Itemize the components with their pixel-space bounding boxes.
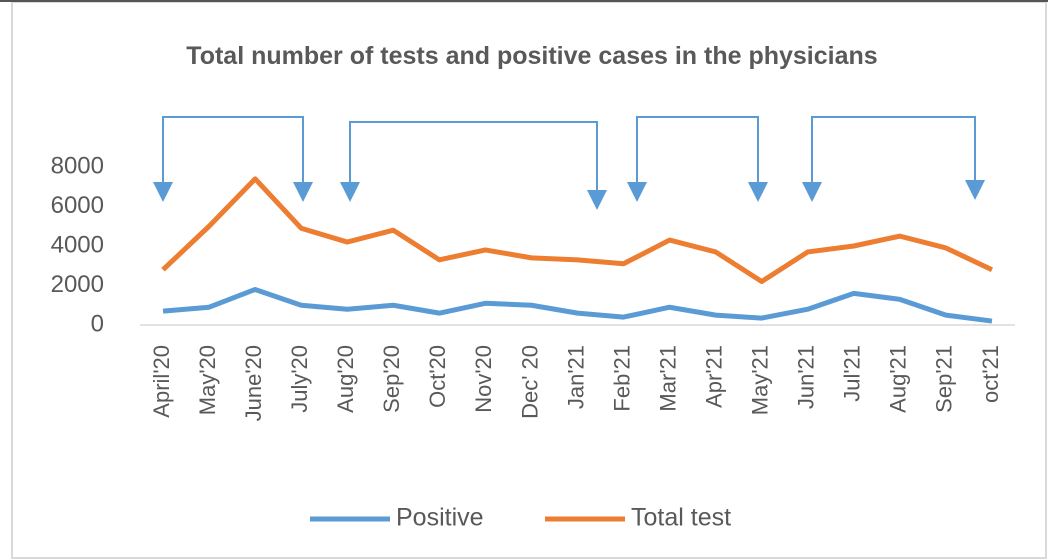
chart-title: Total number of tests and positive cases… bbox=[186, 42, 878, 70]
bracket bbox=[636, 116, 759, 190]
bracket bbox=[349, 121, 598, 195]
x-tick-label: Sep'20 bbox=[379, 345, 404, 413]
legend-label: Total test bbox=[631, 504, 731, 532]
x-tick-label: Nov'20 bbox=[471, 345, 496, 413]
y-tick-label: 8000 bbox=[51, 152, 104, 179]
arrowhead bbox=[965, 180, 985, 200]
period-brackets bbox=[162, 116, 976, 195]
x-tick-label: May'20 bbox=[195, 345, 220, 415]
x-tick-label: Feb'21 bbox=[609, 345, 634, 412]
x-tick-label: oct'21 bbox=[978, 345, 1003, 403]
bracket bbox=[811, 116, 976, 190]
arrowheads bbox=[153, 180, 985, 210]
legend-label: Positive bbox=[396, 504, 484, 532]
arrowhead bbox=[587, 190, 607, 210]
x-tick-label: June'20 bbox=[241, 345, 266, 421]
x-tick-label: Jun'21 bbox=[794, 345, 819, 409]
series-line bbox=[162, 286, 993, 324]
x-tick-label: Sep'21 bbox=[932, 345, 957, 413]
y-tick-label: 0 bbox=[91, 310, 104, 337]
x-tick-label: July'20 bbox=[287, 345, 312, 413]
x-tick-label: Mar'21 bbox=[655, 345, 680, 412]
x-tick-label: Oct'20 bbox=[425, 345, 450, 408]
series-line bbox=[161, 176, 994, 285]
x-tick-label: Aug'21 bbox=[886, 345, 911, 413]
arrowhead bbox=[748, 182, 768, 202]
x-tick-label: Jan'21 bbox=[563, 345, 588, 409]
x-tick-label: Dec' 20 bbox=[517, 345, 542, 419]
arrowhead bbox=[293, 182, 313, 202]
bracket bbox=[162, 116, 304, 190]
arrowhead bbox=[802, 182, 822, 202]
x-tick-label: Apr'21 bbox=[701, 345, 726, 408]
arrowhead bbox=[627, 182, 647, 202]
x-tick-label: Aug'20 bbox=[333, 345, 358, 413]
x-tick-label: May'21 bbox=[748, 345, 773, 415]
arrowhead bbox=[340, 182, 360, 202]
x-tick-label: April'20 bbox=[149, 345, 174, 418]
y-tick-label: 2000 bbox=[51, 271, 104, 298]
chart-border bbox=[11, 1, 1047, 559]
y-tick-label: 4000 bbox=[51, 231, 104, 258]
y-tick-label: 6000 bbox=[51, 192, 104, 219]
arrowhead bbox=[153, 182, 173, 202]
x-tick-label: Jul'21 bbox=[840, 345, 865, 402]
